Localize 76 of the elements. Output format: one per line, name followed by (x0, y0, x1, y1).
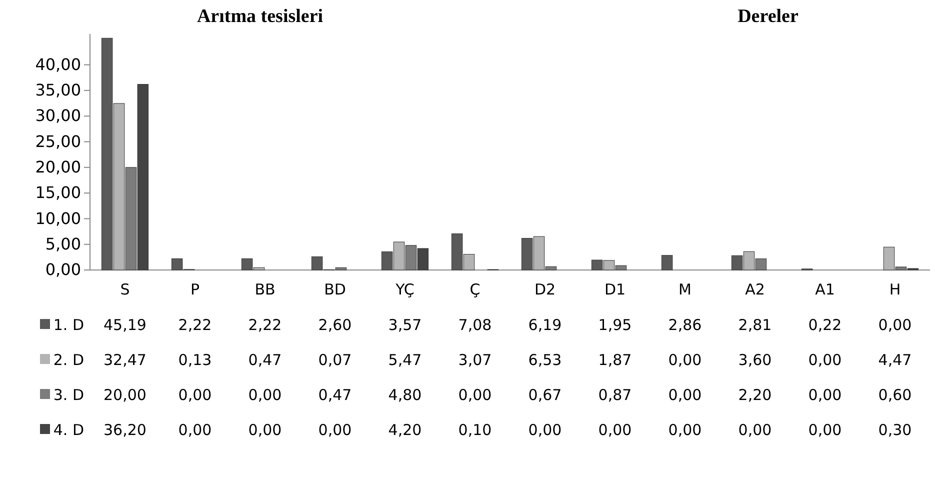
data-label: 0,00 (248, 421, 282, 439)
data-label: 3,60 (738, 351, 772, 369)
chart-title: Arıtma tesisleri (196, 6, 324, 27)
data-label: 3,57 (388, 316, 422, 334)
legend-label: 2. D (53, 351, 84, 369)
data-label: 1,95 (598, 316, 632, 334)
data-label: 45,19 (104, 316, 146, 334)
y-tick-label: 25,00 (35, 132, 81, 151)
legend-label: 4. D (53, 421, 84, 439)
y-tick-label: 30,00 (35, 106, 81, 126)
x-tick-label: D2 (534, 280, 556, 299)
x-tick-label: Ç (470, 280, 480, 299)
y-tick-label: 35,00 (35, 80, 81, 100)
data-label: 0,00 (738, 421, 772, 439)
y-tick-label: 15,00 (35, 183, 81, 202)
data-label: 2,22 (248, 316, 282, 334)
data-label: 0,00 (178, 386, 212, 404)
data-label: 6,53 (528, 351, 562, 369)
data-label: 0,60 (878, 386, 912, 404)
data-label: 2,60 (318, 316, 352, 334)
data-label: 0,10 (458, 421, 492, 439)
data-label: 32,47 (104, 351, 146, 369)
data-label: 0,00 (668, 351, 702, 369)
data-label: 0,00 (458, 386, 492, 404)
data-label: 0,47 (248, 351, 282, 369)
x-tick-label: S (120, 280, 130, 299)
data-label: 2,20 (738, 386, 772, 404)
data-label: 4,20 (388, 421, 422, 439)
data-label: 3,07 (458, 351, 492, 369)
x-tick-label: BD (324, 280, 346, 299)
data-label: 0,00 (668, 421, 702, 439)
data-label: 0,67 (528, 386, 562, 404)
data-label: 0,00 (528, 421, 562, 439)
y-tick-label: 5,00 (45, 234, 81, 254)
data-label: 0,00 (808, 386, 842, 404)
chart-subtitle: Dereler (738, 6, 799, 27)
data-label: 2,86 (668, 316, 702, 334)
data-label: 6,19 (528, 316, 562, 334)
legend-label: 3. D (53, 386, 84, 404)
data-label: 0,00 (878, 316, 912, 334)
data-label: 0,07 (318, 351, 352, 369)
y-tick-label: 0,00 (45, 260, 81, 280)
data-label: 2,81 (738, 316, 772, 334)
data-label: 5,47 (388, 351, 422, 369)
data-label: 0,00 (178, 421, 212, 439)
data-label: 0,00 (248, 386, 282, 404)
x-tick-label: D1 (604, 280, 626, 299)
data-label: 0,22 (808, 316, 842, 334)
data-label: 0,30 (878, 421, 912, 439)
y-tick-label: 10,00 (35, 208, 81, 228)
data-label: 0,00 (808, 421, 842, 439)
y-tick-label: 40,00 (35, 54, 81, 74)
data-label: 1,87 (598, 351, 632, 369)
bar (661, 255, 673, 270)
legend-label: 1. D (53, 316, 84, 334)
data-label: 4,80 (388, 386, 422, 404)
data-label: 2,22 (178, 316, 212, 334)
data-label: 0,00 (668, 386, 702, 404)
data-label: 0,47 (318, 386, 352, 404)
data-label: 4,47 (878, 351, 912, 369)
x-tick-label: YÇ (394, 280, 414, 299)
x-tick-label: BB (254, 280, 276, 299)
data-label: 0,00 (598, 421, 632, 439)
x-tick-label: P (190, 280, 200, 299)
x-tick-label: A2 (745, 280, 765, 299)
data-label: 7,08 (458, 316, 492, 334)
x-tick-label: A1 (815, 280, 835, 299)
data-label: 0,13 (178, 351, 212, 369)
data-label: 0,87 (598, 386, 632, 404)
data-label: 20,00 (104, 386, 146, 404)
data-label: 0,00 (318, 421, 352, 439)
x-tick-label: M (678, 280, 692, 299)
data-label: 0,00 (808, 351, 842, 369)
data-label: 36,20 (104, 421, 146, 439)
y-tick-label: 20,00 (35, 158, 81, 177)
x-tick-label: H (889, 280, 901, 299)
